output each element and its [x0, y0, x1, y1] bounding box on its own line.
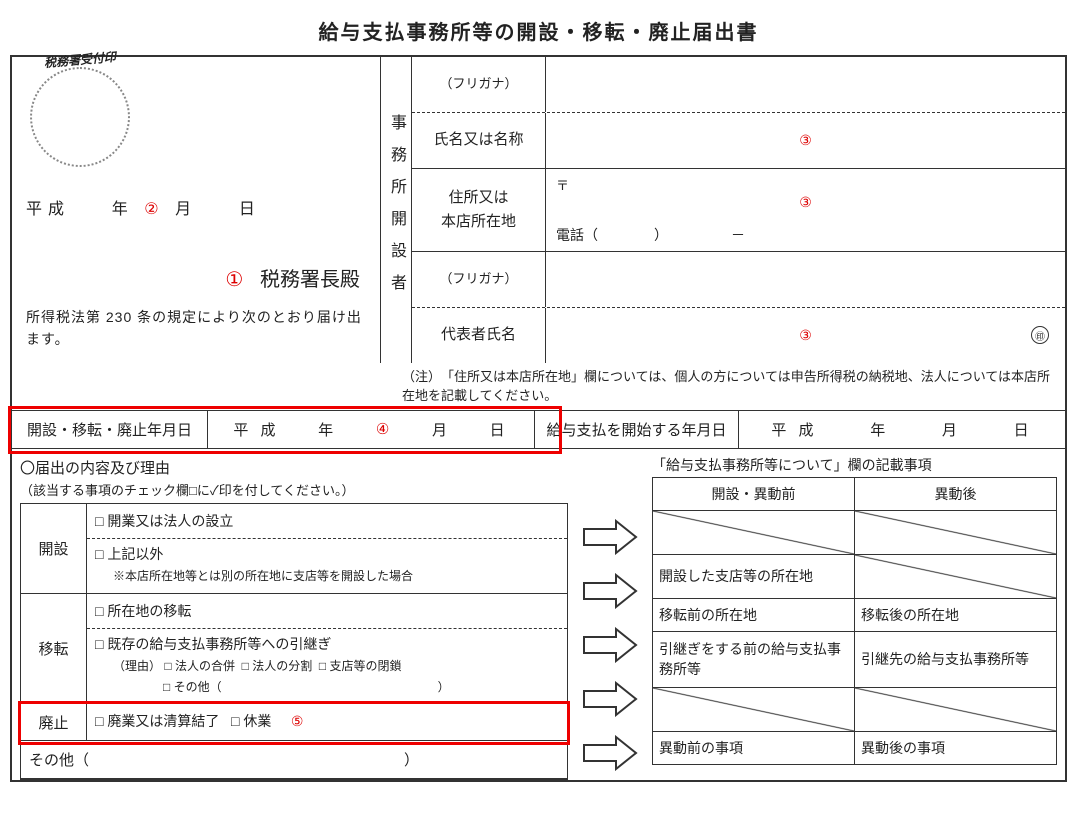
slash-cell — [855, 510, 1057, 554]
furigana-label-1: （フリガナ） — [412, 57, 546, 112]
close-opt2[interactable]: □ 休業 — [231, 713, 271, 729]
move-r2[interactable]: □ 法人の分割 — [242, 659, 313, 673]
move-options[interactable]: □ 所在地の移転 □ 既存の給与支払事務所等への引継ぎ （理由） □ 法人の合併… — [87, 594, 567, 703]
open-note: ※本店所在地等とは別の所在地に支店等を開設した場合 — [95, 566, 559, 586]
cat-open: 開設 — [21, 504, 87, 593]
form-outer: 税務署受付印 平成 年 ② 月 日 ① 税務署長殿 所得税法第 230 条の規定… — [10, 55, 1067, 782]
dates-row: 開設・移転・廃止年月日 平 成 年 ④ 月 日 給与支払を開始する年月日 平 成… — [12, 410, 1065, 449]
br-r2a: 移転前の所在地 — [653, 598, 855, 631]
br-r2b: 移転後の所在地 — [855, 598, 1057, 631]
marker-3a: ③ — [799, 132, 812, 149]
address-footnote: （注） 「住所又は本店所在地」欄については、個人の方については申告所得税の納税地… — [12, 363, 1065, 410]
rep-value[interactable]: ③ ㊞ — [546, 308, 1065, 363]
applicant-label-text: 事務所開設者 — [384, 114, 408, 306]
tax-office-line: ① 税務署長殿 — [26, 263, 366, 292]
move-r3[interactable]: □ 支店等の閉鎖 — [319, 659, 402, 673]
arrow-icon — [576, 623, 644, 667]
br-r3a: 引継ぎをする前の給与支払事務所等 — [653, 631, 855, 687]
year-label: 年 — [112, 201, 134, 218]
marker-3c: ③ — [799, 327, 812, 344]
pay-start-value[interactable]: 平 成 年 月 日 — [739, 411, 1065, 448]
br-r4a: 異動前の事項 — [653, 731, 855, 764]
event-date-value[interactable]: 平 成 年 ④ 月 日 — [208, 411, 535, 448]
office-suffix: 税務署長殿 — [260, 269, 360, 291]
marker-5: ⑤ — [291, 710, 304, 734]
marker-1: ① — [225, 267, 243, 292]
move-reason-label: （理由） — [113, 659, 161, 673]
postal-mark: 〒 — [556, 175, 1055, 194]
left-column: 平成 年 ② 月 日 ① 税務署長殿 所得税法第 230 条の規定により次のとお… — [12, 57, 380, 363]
marker-3b: ③ — [799, 194, 812, 211]
open-opt2[interactable]: □ 上記以外 — [95, 543, 559, 567]
furigana-label-2: （フリガナ） — [412, 252, 546, 307]
day-label: 日 — [239, 201, 261, 218]
close-opt1[interactable]: □ 廃業又は清算結了 — [95, 713, 219, 729]
addr-line1: 住所又は — [441, 186, 516, 210]
br-r1a: 開設した支店等の所在地 — [653, 554, 855, 598]
section-title: 〇届出の内容及び理由 — [20, 457, 568, 478]
form-title: 給与支払事務所等の開設・移転・廃止届出書 — [10, 16, 1067, 45]
hanko-mark: ㊞ — [1031, 326, 1049, 344]
arrow-icon — [576, 569, 644, 613]
open-options[interactable]: □ 開業又は法人の設立 □ 上記以外 ※本店所在地等とは別の所在地に支店等を開設… — [87, 504, 567, 593]
month-label: 月 — [175, 201, 197, 218]
cat-move: 移転 — [21, 594, 87, 703]
marker-2: ② — [144, 199, 164, 219]
furigana-value-1[interactable] — [546, 57, 1065, 112]
reason-box: 開設 □ 開業又は法人の設立 □ 上記以外 ※本店所在地等とは別の所在地に支店等… — [20, 503, 568, 780]
slash-cell — [653, 687, 855, 731]
marker-4: ④ — [376, 420, 393, 438]
arrow-icon — [576, 731, 644, 775]
br-title: 「給与支払事務所等について」欄の記載事項 — [652, 455, 1057, 475]
addr-line2: 本店所在地 — [441, 210, 516, 234]
move-opt1[interactable]: □ 所在地の移転 — [95, 600, 559, 624]
address-value[interactable]: 〒 ③ 電話（ ） － — [546, 169, 1065, 251]
cat-close: 廃止 — [21, 704, 87, 740]
address-label: 住所又は 本店所在地 — [412, 169, 546, 251]
furigana-value-2[interactable] — [546, 252, 1065, 307]
br-h1: 開設・異動前 — [653, 477, 855, 510]
tel-line: 電話（ ） － — [556, 225, 1055, 245]
event-date-label: 開設・移転・廃止年月日 — [12, 411, 208, 448]
open-opt1[interactable]: □ 開業又は法人の設立 — [95, 510, 559, 534]
law-text: 所得税法第 230 条の規定により次のとおり届け出ます。 — [26, 306, 366, 351]
br-r3b: 引継先の給与支払事務所等 — [855, 631, 1057, 687]
name-label: 氏名又は名称 — [412, 113, 546, 168]
br-h2: 異動後 — [855, 477, 1057, 510]
arrow-column — [576, 455, 644, 780]
slash-cell — [653, 510, 855, 554]
applicant-vertical-label: 事務所開設者 — [380, 57, 412, 363]
section-subtitle: （該当する事項のチェック欄□に✓印を付してください。） — [20, 480, 568, 499]
move-opt2[interactable]: □ 既存の給与支払事務所等への引継ぎ — [95, 633, 559, 657]
arrow-icon — [576, 677, 644, 721]
rep-label: 代表者氏名 — [412, 308, 546, 363]
close-options[interactable]: □ 廃業又は清算結了 □ 休業 ⑤ — [87, 704, 567, 740]
br-table: 開設・異動前 異動後 開設した支店等の所在地 移転前の所在地移転後の所在地 引継… — [652, 477, 1057, 765]
move-r4[interactable]: □ その他（ ） — [95, 677, 559, 697]
pay-start-label: 給与支払を開始する年月日 — [535, 411, 739, 448]
name-value[interactable]: ③ — [546, 113, 1065, 168]
slash-cell — [855, 554, 1057, 598]
move-r1[interactable]: □ 法人の合併 — [164, 659, 235, 673]
other-row[interactable]: その他（ ） — [21, 741, 427, 778]
br-r4b: 異動後の事項 — [855, 731, 1057, 764]
slash-cell — [855, 687, 1057, 731]
arrow-icon — [576, 515, 644, 559]
submission-date: 平成 年 ② 月 日 — [26, 195, 366, 219]
era-label: 平成 — [26, 201, 70, 218]
